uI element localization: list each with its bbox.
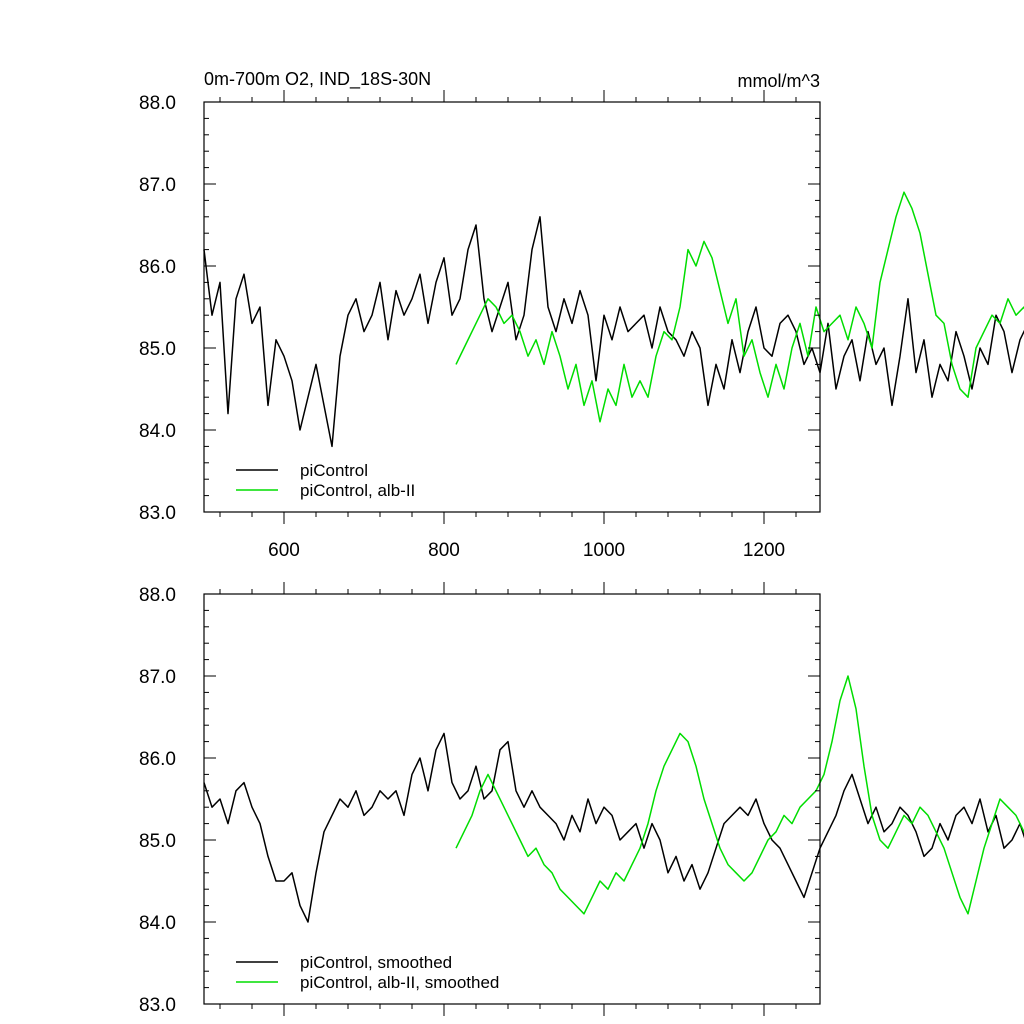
y-tick-label: 86.0 [139,257,176,278]
series-line-picontrol-alb-ii [455,191,1024,423]
top-panel-frame [203,101,821,513]
y-tick-label: 87.0 [139,667,176,688]
legend-label-alb-II-smoothed: piControl, alb-II, smoothed [300,973,499,992]
y-tick-label: 86.0 [139,749,176,770]
y-tick-label: 85.0 [139,831,176,852]
y-tick-label: 85.0 [139,339,176,360]
y-tick-label: 88.0 [139,585,176,606]
units-label: mmol/m^3 [738,71,820,91]
bottom-panel: 83.0 84.0 85.0 86.0 87.0 88.0 piControl, smoo… [139,582,1024,1016]
y-tick-label: 84.0 [139,421,176,442]
legend-label-alb-II: piControl, alb-II [300,481,415,500]
series-line-picontrol [203,216,1024,448]
series-line-picontrol-alb-ii-smoothed [455,675,1024,915]
legend-label-piControl: piControl [300,461,368,480]
bottom-panel-frame [203,593,821,1005]
series-line-picontrol-smoothed [203,732,1024,923]
chart-title: 0m-700m O2, IND_18S-30N [204,69,431,90]
y-tick-label: 83.0 [139,995,176,1016]
top-panel: 83.0 84.0 85.0 86.0 87.0 88.0 600 800 1000 1200 p… [139,90,1024,561]
x-tick-label: 600 [268,540,300,561]
legend-label-piControl-smoothed: piControl, smoothed [300,953,452,972]
x-tick-label: 1000 [583,540,625,561]
y-tick-label: 83.0 [139,503,176,524]
y-tick-label: 84.0 [139,913,176,934]
y-tick-label: 88.0 [139,93,176,114]
x-tick-label: 1200 [743,540,785,561]
top-legend: piControl piControl, alb-II [236,461,415,500]
x-tick-label: 800 [428,540,460,561]
bottom-legend: piControl, smoothed piControl, alb-II, s… [236,953,499,992]
y-tick-label: 87.0 [139,175,176,196]
